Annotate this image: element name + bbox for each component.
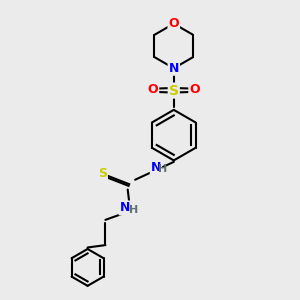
Text: O: O bbox=[189, 82, 200, 96]
Text: N: N bbox=[119, 202, 130, 214]
Text: S: S bbox=[98, 167, 107, 180]
Text: H: H bbox=[129, 205, 138, 215]
Text: N: N bbox=[151, 161, 161, 174]
Text: H: H bbox=[158, 164, 167, 174]
Text: S: S bbox=[169, 84, 179, 98]
Text: O: O bbox=[148, 82, 158, 96]
Text: O: O bbox=[169, 17, 179, 30]
Text: N: N bbox=[169, 62, 179, 75]
